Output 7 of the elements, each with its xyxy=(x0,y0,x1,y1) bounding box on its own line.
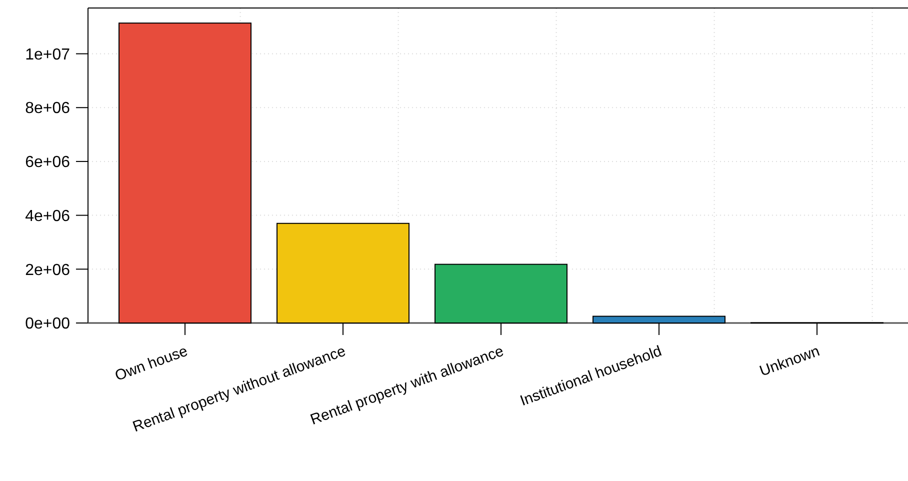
y-tick-label: 6e+06 xyxy=(25,154,70,172)
y-tick-label: 8e+06 xyxy=(25,100,70,118)
y-tick-label: 2e+06 xyxy=(25,262,70,279)
y-tick-label: 1e+07 xyxy=(25,46,70,64)
y-tick-label: 4e+06 xyxy=(25,208,70,225)
x-tick-label: Own house xyxy=(112,342,190,385)
y-tick-label: 0e+00 xyxy=(25,316,70,333)
